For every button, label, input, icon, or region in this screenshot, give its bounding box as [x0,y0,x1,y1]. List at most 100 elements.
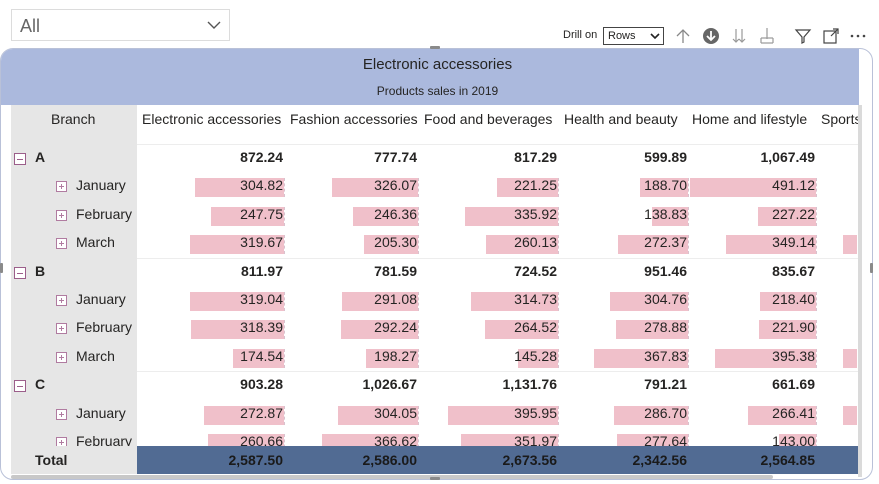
matrix-cell[interactable]: 326.07 [374,177,417,194]
vertical-scrollbar[interactable] [858,105,862,477]
total-cell[interactable]: 2,673.56 [502,452,558,468]
column-header[interactable]: Electronic accessories [142,111,282,127]
matrix-cell[interactable]: 272.37 [644,234,687,251]
matrix-cell[interactable]: 1,131.76 [502,376,558,393]
row-header-month[interactable]: January [76,291,126,307]
matrix-cell[interactable]: 1,026.67 [362,376,418,393]
matrix-cell[interactable]: 903.28 [240,376,283,393]
matrix-cell[interactable]: 1,067.49 [760,149,816,165]
expand-icon[interactable] [56,323,67,335]
matrix-cell[interactable]: 205.30 [374,234,417,251]
matrix-cell[interactable]: 304.82 [240,177,283,194]
matrix-cell[interactable]: 188.70 [644,177,687,194]
expand-icon[interactable] [56,408,67,420]
matrix-cell[interactable]: 174.54 [240,347,283,364]
expand-icon[interactable] [56,181,67,193]
matrix-cell[interactable]: 246.36 [374,205,417,222]
column-header[interactable]: Home and lifestyle [692,111,808,127]
column-header[interactable]: Food and beverages [424,111,553,127]
total-cell[interactable]: 2,564.85 [760,452,816,468]
column-header[interactable]: Fashion accessories [290,111,418,127]
matrix-cell[interactable]: 599.89 [644,149,687,165]
matrix-visual[interactable]: Electronic accessories Products sales in… [0,48,873,480]
matrix-cell[interactable]: 791.21 [644,376,687,393]
row-header-branch[interactable]: C [35,376,46,393]
matrix-cell[interactable]: 291.08 [374,291,417,307]
total-cell[interactable]: 2,586.00 [362,452,418,468]
matrix-cell[interactable]: 218.40 [772,291,815,307]
resize-handle-left[interactable] [0,263,3,273]
matrix-cell[interactable]: 138.83 [644,205,687,222]
branch-slicer-dropdown[interactable]: All [11,9,230,41]
row-header-branch[interactable]: A [35,149,46,165]
row-header-month[interactable]: March [76,347,115,364]
matrix-cell[interactable]: 266.41 [772,404,815,421]
drill-on-select[interactable]: Rows [603,27,664,45]
matrix-cell[interactable]: 724.52 [514,262,557,279]
matrix-cell[interactable]: 304.76 [644,291,687,307]
resize-handle-bottom[interactable] [430,477,440,480]
drill-down-toggle-icon[interactable] [702,27,720,45]
matrix-cell[interactable]: 198.27 [374,347,417,364]
matrix-cell[interactable]: 395.95 [514,404,557,421]
matrix-cell[interactable]: 260.66 [240,433,283,449]
matrix-cell[interactable]: 781.59 [374,262,417,279]
row-header-month[interactable]: January [76,404,126,421]
matrix-cell[interactable]: 661.69 [772,376,815,393]
expand-icon[interactable] [56,295,67,306]
resize-handle-top[interactable] [430,46,440,49]
row-header-branch[interactable]: B [35,262,46,279]
matrix-cell[interactable]: 811.97 [240,262,283,279]
matrix-cell[interactable]: 260.13 [514,234,557,251]
expand-icon[interactable] [56,209,67,221]
matrix-cell[interactable]: 491.12 [772,177,815,194]
expand-next-level-icon[interactable] [758,27,776,45]
matrix-cell[interactable]: 247.75 [240,205,283,222]
row-header-month[interactable]: February [76,319,133,336]
matrix-cell[interactable]: 319.67 [240,234,283,251]
matrix-cell[interactable]: 366.62 [374,433,417,449]
row-header-month[interactable]: February [76,205,133,222]
expand-icon[interactable] [56,238,67,250]
more-options-icon[interactable] [849,27,867,45]
matrix-cell[interactable]: 777.74 [374,149,417,165]
collapse-icon[interactable] [14,380,26,393]
matrix-cell[interactable]: 319.04 [240,291,283,307]
matrix-cell[interactable]: 227.22 [772,205,815,222]
focus-mode-icon[interactable] [822,27,840,45]
matrix-cell[interactable]: 314.73 [514,291,557,307]
matrix-cell[interactable]: 318.39 [240,319,283,336]
matrix-cell[interactable]: 292.24 [374,319,417,336]
go-to-next-level-icon[interactable] [730,27,748,45]
matrix-cell[interactable]: 351.97 [514,433,557,449]
matrix-cell[interactable]: 335.92 [514,205,557,222]
resize-handle-right[interactable] [870,263,873,273]
matrix-cell[interactable]: 277.64 [644,433,687,449]
matrix-cell[interactable]: 395.38 [772,347,815,364]
column-header[interactable]: Sports [821,111,859,127]
column-header[interactable]: Health and beauty [564,111,678,127]
horizontal-scrollbar[interactable] [11,475,773,479]
matrix-cell[interactable]: 286.70 [644,404,687,421]
matrix-cell[interactable]: 278.88 [644,319,687,336]
matrix-cell[interactable]: 272.87 [240,404,283,421]
matrix-cell[interactable]: 835.67 [772,262,815,279]
matrix-cell[interactable]: 367.83 [644,347,687,364]
row-header-month[interactable]: January [76,177,126,194]
matrix-cell[interactable]: 221.90 [772,319,815,336]
filter-icon[interactable] [794,27,812,45]
expand-icon[interactable] [56,351,67,363]
matrix-cell[interactable]: 221.25 [514,177,557,194]
matrix-cell[interactable]: 304.05 [374,404,417,421]
collapse-icon[interactable] [14,153,26,165]
matrix-cell[interactable]: 872.24 [240,149,283,165]
matrix-cell[interactable]: 951.46 [644,262,687,279]
row-header-month[interactable]: March [76,234,115,251]
matrix-cell[interactable]: 145.28 [514,347,557,364]
matrix-cell[interactable]: 817.29 [514,149,557,165]
total-cell[interactable]: 2,342.56 [632,452,688,468]
matrix-cell[interactable]: 264.52 [514,319,557,336]
matrix-cell[interactable]: 143.00 [772,433,815,449]
drill-up-icon[interactable] [674,27,692,45]
collapse-icon[interactable] [14,266,26,279]
